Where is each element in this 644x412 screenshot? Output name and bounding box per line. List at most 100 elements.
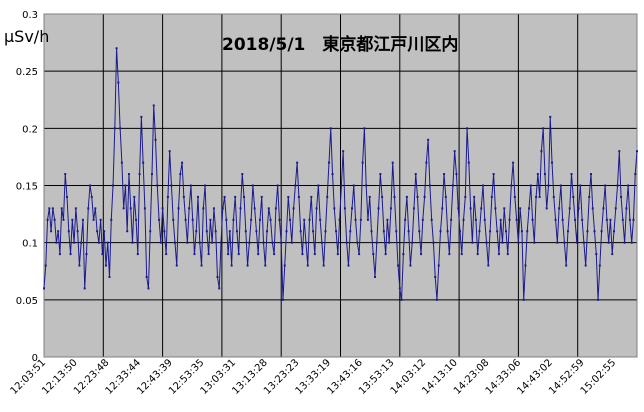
data-point xyxy=(195,230,198,233)
data-point xyxy=(50,230,53,233)
data-point xyxy=(149,230,152,233)
data-point xyxy=(372,253,375,256)
data-point xyxy=(409,264,412,267)
data-point xyxy=(104,264,107,267)
data-point xyxy=(191,218,194,221)
data-point xyxy=(558,207,561,210)
data-point xyxy=(243,195,246,198)
data-point xyxy=(400,298,403,301)
data-point xyxy=(354,218,357,221)
plot-border xyxy=(43,13,638,358)
data-point xyxy=(391,161,394,164)
data-point xyxy=(101,253,104,256)
data-point xyxy=(529,184,532,187)
data-point xyxy=(605,218,608,221)
data-point xyxy=(186,241,189,244)
data-point xyxy=(418,230,421,233)
y-tick-label: 0.05 xyxy=(16,296,38,307)
data-point xyxy=(552,195,555,198)
data-point xyxy=(397,264,400,267)
data-point xyxy=(427,138,430,141)
data-point xyxy=(129,207,132,210)
data-point xyxy=(600,230,603,233)
data-point xyxy=(589,173,592,176)
data-point xyxy=(46,218,49,221)
data-point xyxy=(76,230,79,233)
data-point xyxy=(531,218,534,221)
data-point xyxy=(482,184,484,187)
data-point xyxy=(177,207,180,210)
data-point xyxy=(113,127,116,130)
data-point xyxy=(632,218,635,221)
data-point xyxy=(435,298,438,301)
data-point xyxy=(487,264,490,267)
data-point xyxy=(545,207,548,210)
data-point xyxy=(342,150,345,153)
data-point xyxy=(366,218,369,221)
data-point xyxy=(591,207,594,210)
data-point xyxy=(172,218,175,221)
data-point xyxy=(161,207,164,210)
data-point xyxy=(471,241,474,244)
data-point xyxy=(379,173,382,176)
data-point xyxy=(462,218,465,221)
data-point xyxy=(446,230,449,233)
data-point xyxy=(297,195,300,198)
data-point xyxy=(51,207,54,210)
data-point xyxy=(340,184,343,187)
data-point xyxy=(112,184,115,187)
data-point xyxy=(170,184,173,187)
data-point xyxy=(542,127,545,130)
data-point xyxy=(250,218,253,221)
data-point xyxy=(117,81,120,84)
data-point xyxy=(324,230,327,233)
data-point xyxy=(126,230,129,233)
data-point xyxy=(630,241,633,244)
data-point xyxy=(444,195,447,198)
data-point xyxy=(306,264,309,267)
data-point xyxy=(480,207,483,210)
data-point xyxy=(97,241,100,244)
data-point xyxy=(432,241,435,244)
data-point xyxy=(370,230,373,233)
data-point xyxy=(90,195,93,198)
data-point xyxy=(351,207,354,210)
data-point xyxy=(416,195,419,198)
data-point xyxy=(96,230,99,233)
data-point xyxy=(547,184,550,187)
data-point xyxy=(377,207,380,210)
data-point xyxy=(623,241,626,244)
data-point xyxy=(237,253,240,256)
data-point xyxy=(428,184,431,187)
data-point xyxy=(234,195,237,198)
data-point xyxy=(522,298,525,301)
data-point xyxy=(281,298,284,301)
data-point xyxy=(173,241,176,244)
data-point xyxy=(485,241,488,244)
data-point xyxy=(207,253,210,256)
data-point xyxy=(156,184,159,187)
data-point xyxy=(618,150,621,153)
data-point xyxy=(200,264,203,267)
data-point xyxy=(517,241,520,244)
data-point xyxy=(614,207,617,210)
data-point xyxy=(519,207,522,210)
data-point xyxy=(122,207,125,210)
data-point xyxy=(434,275,437,278)
data-point xyxy=(228,230,231,233)
data-point xyxy=(168,150,171,153)
data-point xyxy=(628,218,631,221)
data-point xyxy=(388,241,391,244)
x-axis-ticks: 12:03:5112:13:5012:23:4812:33:4412:43:39… xyxy=(9,357,619,397)
data-point xyxy=(290,241,293,244)
data-point xyxy=(78,264,81,267)
data-point xyxy=(262,241,265,244)
data-point xyxy=(533,241,536,244)
data-point xyxy=(490,195,493,198)
data-point xyxy=(497,253,500,256)
data-point xyxy=(386,218,389,221)
data-point xyxy=(264,264,267,267)
y-tick-label: 0.3 xyxy=(22,10,38,21)
data-point xyxy=(296,161,299,164)
data-point xyxy=(48,207,51,210)
